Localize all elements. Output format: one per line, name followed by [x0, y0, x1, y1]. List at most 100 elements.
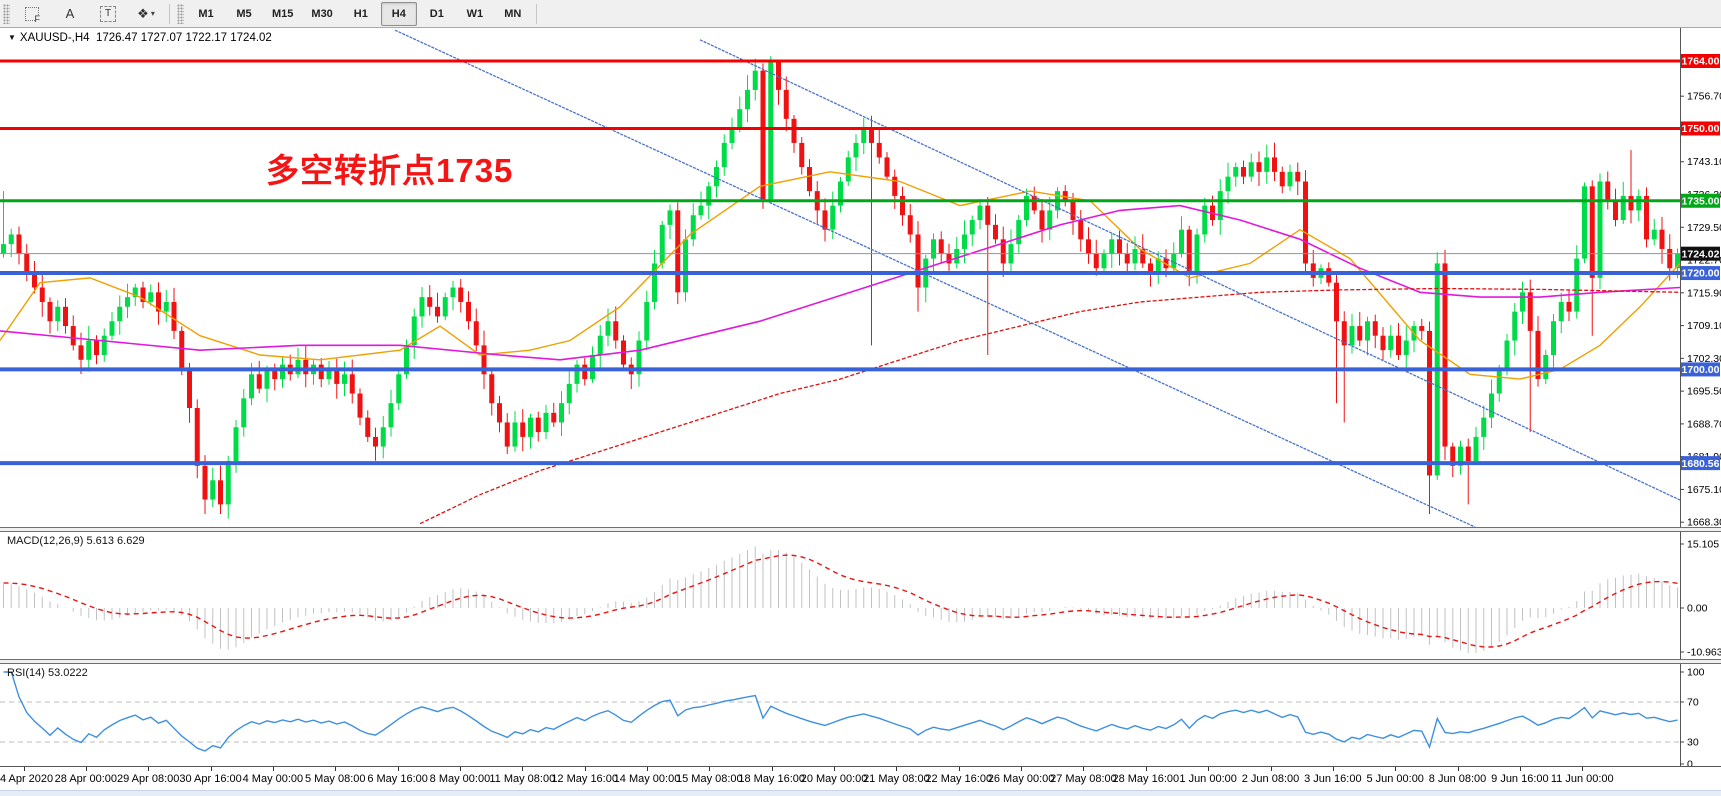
time-label: 21 May 08:00: [863, 773, 930, 785]
ma-slow-line: [419, 287, 1681, 525]
ma-mid-line: [0, 204, 1681, 361]
time-label: 9 Jun 16:00: [1491, 773, 1549, 785]
svg-text:70: 70: [1687, 697, 1699, 709]
time-label: 5 Jun 00:00: [1366, 773, 1424, 785]
chart-title-text: XAUUSD-,H4 1726.47 1727.07 1722.17 1724.…: [19, 32, 272, 44]
chevron-down-icon: ▾: [150, 9, 155, 18]
panel-splitter-1[interactable]: [0, 527, 1721, 532]
svg-text:15.105: 15.105: [1687, 539, 1719, 551]
svg-text:100: 100: [1687, 667, 1705, 679]
time-tick: [1145, 767, 1147, 771]
macd-canvas[interactable]: 15.105 0.00 -10.963: [0, 532, 1721, 659]
time-label: 2 Jun 08:00: [1241, 773, 1300, 785]
time-tick: [397, 767, 399, 771]
time-tick: [459, 767, 461, 771]
timeframe-button-d1[interactable]: D1: [429, 7, 444, 20]
time-tick: [1270, 767, 1272, 771]
svg-text:30: 30: [1687, 737, 1699, 749]
time-tick: [958, 767, 960, 771]
macd-scale: 15.105 0.00 -10.963: [1680, 539, 1721, 659]
time-label: 30 Apr 16:00: [179, 773, 242, 785]
time-label: 24 Apr 2020: [0, 773, 54, 785]
macd-panel: 15.105 0.00 -10.963 MACD(12,26,9) 5.613 6.…: [0, 532, 1721, 659]
timeframe-button-m1[interactable]: M1: [198, 7, 214, 20]
rsi-label: RSI(14) 53.0222: [7, 667, 88, 679]
timeframe-button-h1[interactable]: H1: [353, 7, 368, 20]
bottom-scrollbar-strip[interactable]: [0, 790, 1721, 796]
time-label: 8 Jun 08:00: [1428, 773, 1487, 785]
rsi-canvas[interactable]: 100 70 30 0: [0, 664, 1721, 766]
time-tick: [1519, 767, 1521, 771]
timeframe-button-m30[interactable]: M30: [311, 7, 333, 20]
svg-text:1695.50: 1695.50: [1687, 386, 1721, 398]
time-tick: [23, 767, 25, 771]
chart-title[interactable]: ▼ XAUUSD-,H4 1726.47 1727.07 1722.17 1724…: [8, 32, 272, 44]
svg-text:1750.00: 1750.00: [1682, 123, 1720, 135]
time-label: 1 Jun 00:00: [1179, 773, 1237, 785]
rsi-scale: 100 70 30 0: [1680, 667, 1705, 767]
main-chart-panel: 1756.701743.101736.301729.501722.701715.…: [0, 28, 1721, 527]
timeframe-button-h4[interactable]: H4: [380, 1, 417, 26]
rsi-panel: 100 70 30 0 RSI(14) 53.0222: [0, 664, 1721, 766]
time-label: 29 Apr 08:00: [116, 773, 180, 785]
svg-text:1720.00: 1720.00: [1682, 268, 1720, 280]
time-tick: [834, 767, 836, 771]
svg-text:1735.00: 1735.00: [1682, 195, 1720, 207]
time-tick: [647, 767, 648, 771]
text-label-icon[interactable]: A: [65, 6, 75, 21]
time-label: 14 May 00:00: [613, 773, 681, 785]
time-tick: [272, 767, 274, 771]
svg-text:-10.963: -10.963: [1687, 647, 1721, 659]
toolbar-drag-handle-2[interactable]: [177, 3, 184, 24]
toolbar-drag-handle[interactable]: [3, 3, 10, 24]
text-box-icon[interactable]: T: [90, 2, 126, 26]
price-scale: 1756.701743.101736.301729.501722.701715.…: [1680, 54, 1721, 527]
grid-f-icon[interactable]: F: [14, 2, 50, 26]
time-label: 27 May 08:00: [1050, 773, 1117, 785]
time-tick: [1332, 767, 1334, 771]
time-label: 22 May 16:00: [925, 773, 993, 785]
timeframe-button-group: M1 M5 M15 M30 H1 H4 D1 W1 MN: [187, 1, 532, 26]
svg-text:1756.70: 1756.70: [1687, 91, 1721, 103]
price-chart-canvas[interactable]: 1756.701743.101736.301729.501722.701715.…: [0, 28, 1721, 527]
timeframe-button-w1[interactable]: W1: [466, 7, 484, 20]
annotation-text: 多空转折点1735: [266, 152, 514, 189]
svg-text:0: 0: [1687, 759, 1693, 767]
panel-splitter-2[interactable]: [0, 659, 1721, 664]
time-label: 12 May 16:00: [551, 773, 618, 785]
time-tick: [896, 767, 898, 771]
time-tick: [210, 767, 212, 771]
time-label: 18 May 16:00: [738, 773, 806, 785]
svg-text:1680.56: 1680.56: [1682, 458, 1720, 470]
rsi-line: [3, 671, 1678, 752]
svg-text:1700.00: 1700.00: [1682, 364, 1720, 376]
trendline-2: [394, 29, 1476, 527]
time-tick: [85, 767, 87, 771]
time-label: 15 May 08:00: [676, 773, 743, 785]
svg-text:0.00: 0.00: [1687, 603, 1708, 615]
time-tick: [584, 767, 586, 771]
shapes-icon[interactable]: ❖ ▾: [137, 5, 155, 21]
toolbar-separator-2: [535, 3, 537, 24]
time-tick: [148, 767, 150, 771]
svg-text:1709.10: 1709.10: [1687, 320, 1721, 332]
time-tick: [1582, 767, 1584, 771]
time-label: 8 May 00:00: [429, 773, 491, 785]
time-tick: [1021, 767, 1023, 771]
macd-label: MACD(12,26,9) 5.613 6.629: [7, 535, 145, 547]
timeframe-button-m15[interactable]: M15: [272, 7, 294, 20]
svg-text:1729.50: 1729.50: [1687, 222, 1721, 234]
time-label: 26 May 00:00: [987, 773, 1055, 785]
macd-histogram: [3, 546, 1678, 654]
svg-text:1764.00: 1764.00: [1682, 56, 1720, 68]
timeframe-button-m5[interactable]: M5: [236, 7, 252, 20]
time-label: 4 May 00:00: [242, 773, 304, 785]
time-tick: [335, 767, 337, 771]
time-tick: [522, 767, 524, 771]
time-label: 28 Apr 00:00: [54, 773, 118, 785]
timeframe-button-mn[interactable]: MN: [504, 7, 522, 20]
time-label: 28 May 16:00: [1112, 773, 1180, 785]
time-label: 5 May 08:00: [304, 773, 366, 785]
